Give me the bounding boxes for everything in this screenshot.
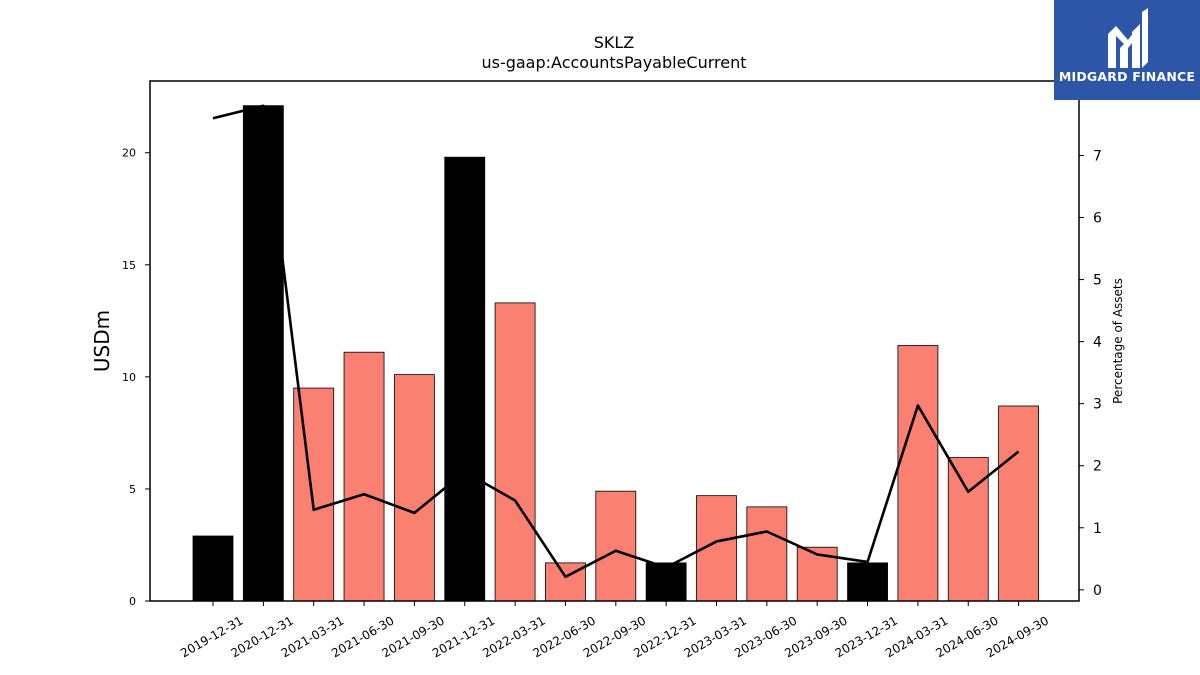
bar xyxy=(242,105,284,602)
y-tick-label: 10 xyxy=(122,371,136,384)
bar xyxy=(595,490,637,602)
bar xyxy=(998,405,1039,602)
y-tick-label: 0 xyxy=(129,595,136,608)
y2-tick-label: 1 xyxy=(1093,521,1102,537)
bar xyxy=(192,535,234,602)
bar xyxy=(393,374,435,602)
y2-tick-label: 7 xyxy=(1093,148,1102,164)
bar xyxy=(343,351,385,602)
y2-axis-label: Percentage of Assets xyxy=(1111,278,1125,404)
y-tick-label: 20 xyxy=(122,147,136,160)
y2-tick-label: 3 xyxy=(1093,397,1102,413)
chart-title: SKLZ xyxy=(594,33,635,52)
bar xyxy=(897,345,939,602)
logo-mark-icon xyxy=(1108,8,1148,68)
percentage-line xyxy=(212,104,1020,579)
bar xyxy=(746,506,788,602)
bar xyxy=(293,387,335,602)
y2-tick-label: 0 xyxy=(1093,583,1102,599)
y2-tick-label: 6 xyxy=(1093,211,1102,227)
logo-text: MIDGARD FINANCE xyxy=(1058,69,1196,84)
bar xyxy=(494,302,536,602)
bar xyxy=(444,156,486,602)
midgard-finance-logo: MIDGARD FINANCE xyxy=(1054,0,1200,100)
y2-tick-label: 4 xyxy=(1093,335,1102,351)
bar xyxy=(847,562,888,602)
y2-tick-label: 5 xyxy=(1093,273,1102,289)
plot-frame xyxy=(149,80,1080,602)
y-axis-label: USDm xyxy=(90,310,114,372)
y-tick-label: 15 xyxy=(122,259,136,272)
y-tick-label: 5 xyxy=(129,483,136,496)
bar xyxy=(645,562,687,602)
y2-tick-label: 2 xyxy=(1093,459,1102,475)
chart-subtitle: us-gaap:AccountsPayableCurrent xyxy=(481,53,746,72)
